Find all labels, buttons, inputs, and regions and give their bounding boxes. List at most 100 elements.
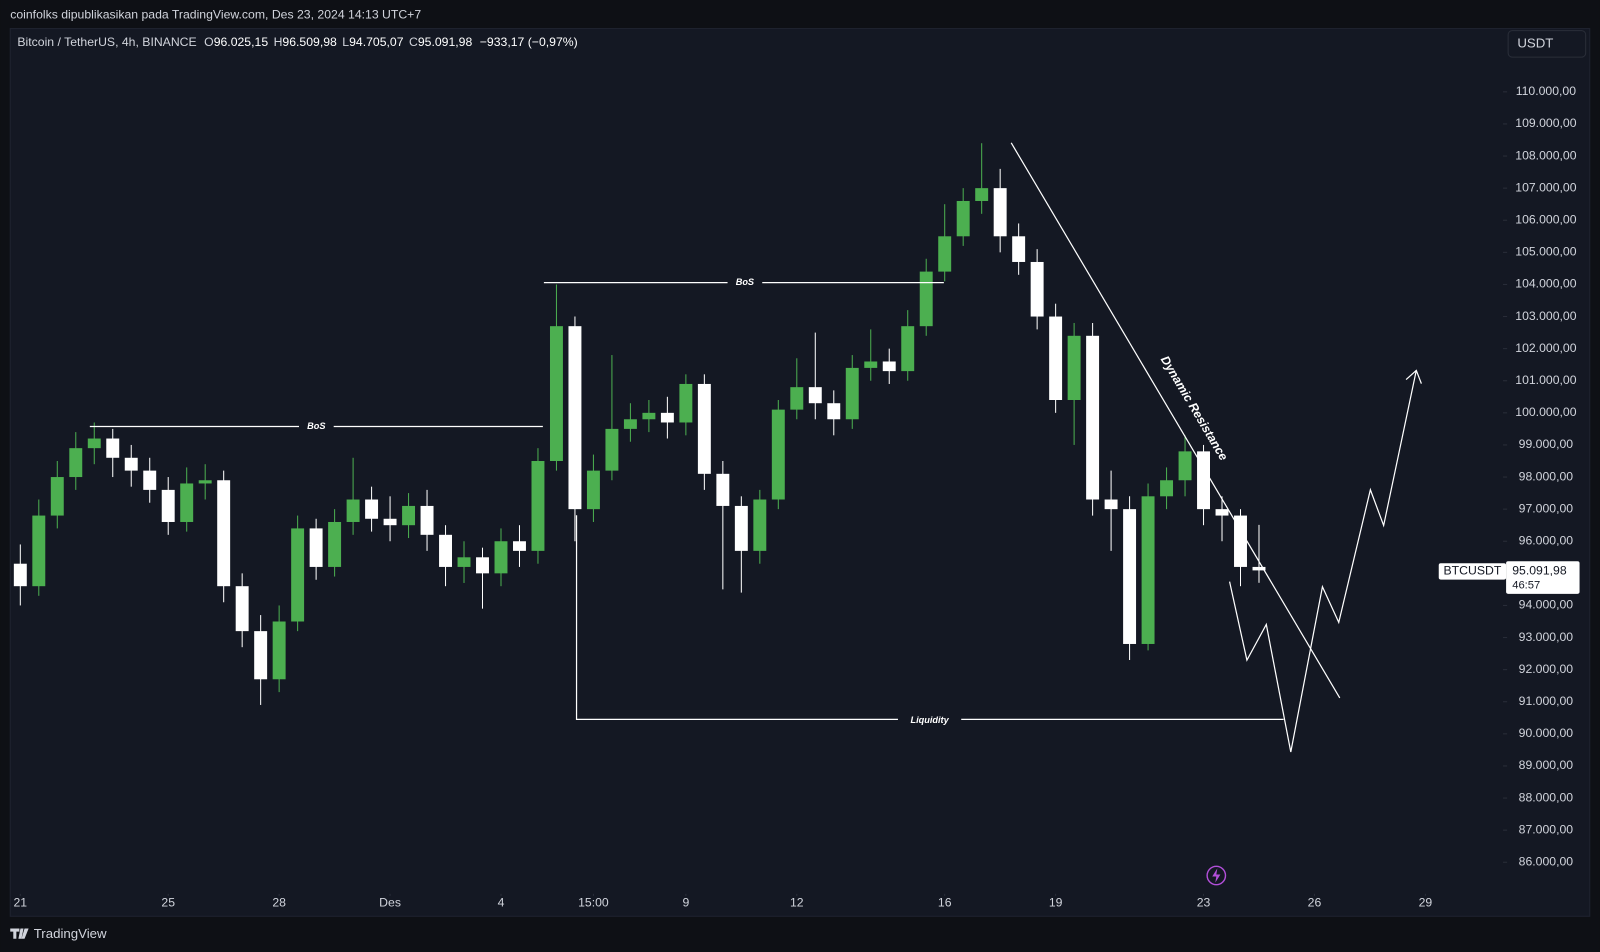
- liquidity-label: Liquidity: [910, 715, 949, 725]
- candle-body: [1104, 499, 1118, 510]
- x-tick-label: Des: [379, 895, 401, 909]
- y-tick-label: 102.000,00: [1515, 341, 1576, 355]
- candle-body: [254, 631, 268, 680]
- y-tick-label: 110.000,00: [1516, 84, 1577, 98]
- tag-symbol: BTCUSDT: [1444, 564, 1502, 578]
- y-tick-label: 93.000,00: [1519, 630, 1574, 644]
- candle-body: [272, 621, 286, 680]
- x-tick-label: 21: [14, 895, 28, 909]
- x-tick-label: 9: [682, 895, 689, 909]
- open-label: O: [204, 35, 214, 49]
- y-tick-label: 89.000,00: [1519, 758, 1574, 772]
- candle-body: [993, 188, 1007, 237]
- y-tick-label: 99.000,00: [1519, 437, 1574, 451]
- candle-body: [660, 412, 674, 423]
- candle-body: [476, 557, 489, 574]
- y-tick-label: 105.000,00: [1515, 245, 1576, 259]
- close-label: C: [409, 35, 418, 49]
- liquidity-line: [575, 515, 898, 720]
- legend: Bitcoin / TetherUS, 4h, BINANCE O96.025,…: [17, 35, 577, 49]
- candle-body: [1178, 451, 1192, 481]
- candle-body: [1215, 509, 1229, 516]
- tag-price: 95.091,98: [1512, 564, 1567, 578]
- candle-body: [882, 361, 896, 372]
- candle-body: [235, 586, 249, 632]
- alert-icon[interactable]: [1206, 865, 1227, 886]
- candle-body: [1012, 236, 1026, 262]
- candle-body: [180, 483, 194, 522]
- currency-button[interactable]: USDT: [1507, 30, 1587, 58]
- candle-body: [161, 489, 175, 522]
- high-value: 96.509,98: [282, 35, 337, 49]
- candle-body: [494, 541, 508, 574]
- currency-box[interactable]: [1507, 30, 1587, 58]
- x-tick-label: 15:00: [578, 895, 609, 909]
- x-tick-label: 12: [790, 895, 804, 909]
- projection-path: [1228, 370, 1417, 753]
- y-tick-label: 98.000,00: [1519, 469, 1574, 483]
- y-tick-label: 86.000,00: [1519, 854, 1574, 868]
- price-tag: BTCUSDT 95.091,98 46:57: [1438, 561, 1580, 594]
- x-tick-label: 4: [498, 895, 505, 909]
- y-tick-label: 91.000,00: [1519, 694, 1574, 708]
- tag-countdown: 46:57: [1512, 580, 1540, 592]
- y-tick-label: 90.000,00: [1519, 726, 1574, 740]
- candle-body: [716, 473, 730, 506]
- y-tick-label: 101.000,00: [1515, 373, 1576, 387]
- candle-body: [13, 563, 27, 587]
- candle-body: [143, 470, 157, 490]
- candle-body: [919, 271, 933, 327]
- bos-label: BoS: [307, 421, 326, 431]
- candle-body: [623, 419, 637, 429]
- chart-panel: [9, 28, 1591, 917]
- low-value: 94.705,07: [349, 35, 404, 49]
- candle-body: [1252, 566, 1266, 571]
- x-tick-label: 16: [938, 895, 952, 909]
- y-tick-label: 108.000,00: [1515, 148, 1576, 162]
- candle-body: [845, 367, 859, 420]
- y-tick-label: 100.000,00: [1515, 405, 1576, 419]
- candle-body: [402, 505, 416, 526]
- candle-body: [87, 438, 101, 449]
- x-tick-label: 25: [161, 895, 175, 909]
- candle-body: [198, 480, 212, 484]
- candle-body: [346, 499, 360, 522]
- candle-body: [513, 541, 526, 551]
- candle-body: [1049, 316, 1063, 401]
- candle-body: [420, 505, 434, 535]
- candle-body: [1141, 496, 1155, 644]
- y-tick-label: 97.000,00: [1519, 501, 1574, 515]
- candle-body: [586, 470, 600, 510]
- candle-body: [734, 505, 748, 551]
- close-value: 95.091,98: [418, 35, 473, 49]
- low-label: L: [342, 35, 349, 49]
- candle-body: [975, 188, 989, 201]
- candle-body: [1197, 451, 1210, 510]
- candle-body: [531, 460, 545, 551]
- candle-body: [32, 515, 46, 587]
- footer: TradingView: [10, 926, 107, 941]
- x-tick-label: 23: [1197, 895, 1211, 909]
- candle-body: [124, 457, 138, 471]
- candle-body: [642, 412, 656, 420]
- candle-body: [309, 528, 323, 567]
- y-tick-label: 109.000,00: [1515, 116, 1576, 130]
- candle-body: [1234, 515, 1247, 567]
- candle-body: [1030, 261, 1044, 317]
- y-tick-label: 94.000,00: [1519, 598, 1574, 612]
- candle-body: [365, 499, 379, 519]
- plot: 86.000,00 87.000,00 88.000,00 89.000,00 90.0…: [14, 84, 1577, 909]
- x-tick-label: 19: [1049, 895, 1063, 909]
- candle-body: [771, 409, 785, 500]
- candle-body: [864, 361, 878, 368]
- candle-body: [1160, 480, 1174, 497]
- y-tick-label: 88.000,00: [1519, 790, 1574, 804]
- candle-body: [457, 557, 471, 567]
- brand: TradingView: [34, 926, 107, 941]
- y-tick-label: 104.000,00: [1515, 277, 1576, 291]
- candle-body: [439, 534, 453, 567]
- alert-bolt: [1212, 868, 1221, 883]
- currency[interactable]: USDT: [1517, 35, 1553, 50]
- candle-body: [106, 438, 120, 458]
